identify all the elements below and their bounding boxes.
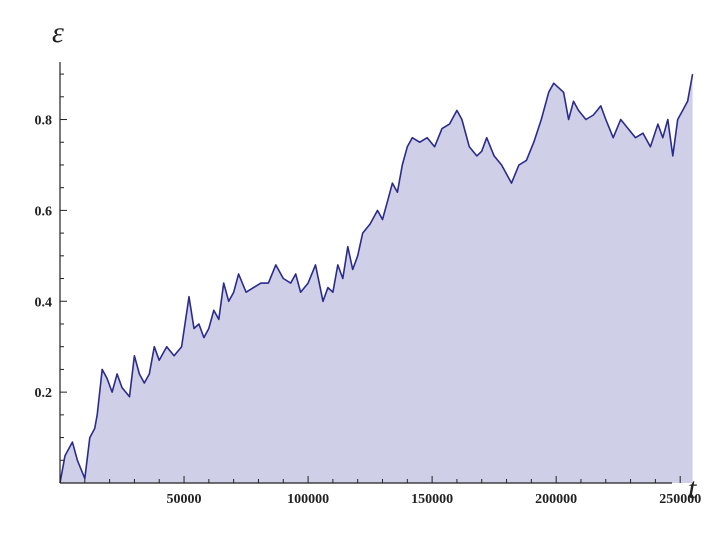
series-area-0 (60, 74, 693, 483)
y-axis-label: ε (52, 16, 64, 49)
plot-area (59, 73, 694, 484)
y-tick-label: 0.2 (35, 386, 53, 401)
x-tick-label: 200000 (535, 492, 577, 507)
x-tick-label: 50000 (167, 492, 202, 507)
x-tick-label: 150000 (411, 492, 453, 507)
y-tick-label: 0.8 (35, 114, 53, 129)
x-tick-label: 250000 (659, 492, 701, 507)
y-tick-label: 0.4 (35, 295, 53, 310)
x-tick-label: 100000 (287, 492, 329, 507)
x-axis-label: t (688, 472, 697, 505)
series-line-0 (59, 73, 694, 484)
axes: 50000 100000 150000 200000 250000 0.2 0.4 0.6 0.… (35, 62, 701, 507)
y-tick-label: 0.6 (35, 204, 53, 219)
